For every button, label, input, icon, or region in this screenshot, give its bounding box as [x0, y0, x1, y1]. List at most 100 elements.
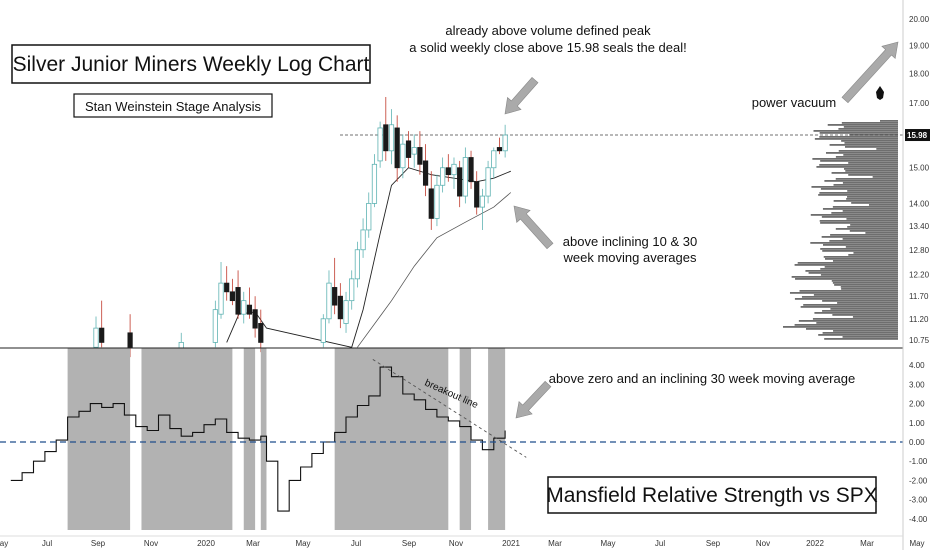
- volume-profile-bar: [819, 136, 898, 138]
- price-tick-label: 10.75: [909, 336, 930, 345]
- arrow-to-rs-line-icon: [515, 380, 552, 419]
- volume-profile-bar: [819, 192, 898, 194]
- price-candle: [93, 316, 99, 353]
- volume-profile-bar: [797, 262, 898, 264]
- price-candle: [491, 147, 497, 179]
- volume-profile-bar: [832, 314, 898, 316]
- price-candle: [411, 134, 417, 168]
- volume-profile-bar: [800, 306, 898, 308]
- volume-profile-bar: [832, 282, 898, 284]
- price-candle: [474, 171, 480, 215]
- candle-body: [422, 160, 429, 186]
- time-tick-label: May: [909, 539, 924, 548]
- price-candle: [354, 241, 360, 288]
- arrow-shape: [515, 380, 552, 419]
- volume-profile-bar: [824, 258, 898, 260]
- volume-profile-bar: [816, 322, 898, 324]
- candle-body: [434, 184, 440, 219]
- breakout-line: [372, 359, 527, 458]
- candle-body: [474, 181, 480, 208]
- price-candle: [485, 160, 491, 204]
- candle-body: [405, 140, 412, 158]
- volume-profile-bar: [820, 222, 898, 224]
- volume-profile-bar: [832, 206, 898, 208]
- volume-profile-bar: [824, 338, 898, 340]
- volume-profile-bar: [841, 288, 898, 290]
- price-tick-label: 17.00: [909, 99, 930, 108]
- time-tick-label: 2021: [502, 539, 520, 548]
- volume-profile-bar: [868, 204, 898, 206]
- price-candle: [422, 144, 429, 197]
- volume-profile-bar: [872, 176, 898, 178]
- candle-body: [383, 124, 389, 152]
- candle-body: [99, 327, 105, 343]
- volume-profile-bar: [794, 264, 898, 266]
- candle-body: [451, 163, 457, 176]
- time-tick-label: Jul: [655, 539, 665, 548]
- candle-body: [440, 167, 446, 186]
- volume-profile-bar: [845, 170, 898, 172]
- volume-profile-bar: [827, 124, 898, 126]
- annotation-ma-2: week moving averages: [563, 250, 697, 265]
- candle-body: [496, 147, 503, 152]
- volume-profile-bar: [844, 146, 898, 148]
- volume-profile-bar: [808, 272, 898, 274]
- annotation-rs-zero: above zero and an inclining 30 week movi…: [549, 371, 855, 386]
- price-tick-label: 11.70: [909, 292, 929, 301]
- candle-body: [445, 167, 451, 176]
- volume-profile-bar: [822, 208, 898, 210]
- volume-profile-bar: [838, 128, 898, 130]
- price-candle: [400, 134, 406, 179]
- volume-profile-bar: [823, 256, 898, 258]
- candle-body: [343, 300, 349, 324]
- candle-body: [491, 150, 497, 169]
- volume-profile-bar: [812, 158, 898, 160]
- price-candle: [343, 291, 349, 333]
- candle-body: [462, 157, 468, 197]
- volume-profile-bar: [880, 120, 898, 122]
- last-price-badge: 15.98: [905, 129, 930, 142]
- volume-profile-bar: [811, 186, 898, 188]
- volume-profile-bar: [835, 178, 898, 180]
- volume-profile-bar: [832, 260, 898, 262]
- volume-profile-bar: [829, 240, 898, 242]
- price-candle: [224, 266, 230, 301]
- volume-profile-bar: [846, 198, 898, 200]
- volume-profile-bar: [841, 122, 898, 124]
- rs-tick-label: 4.00: [909, 361, 925, 370]
- candle-body: [400, 143, 406, 169]
- rs-shaded-band: [459, 348, 472, 530]
- volume-profile-bar: [847, 226, 898, 228]
- candle-body: [360, 229, 366, 251]
- time-tick-label: Jul: [351, 539, 361, 548]
- candle-body: [354, 249, 360, 280]
- candle-body: [320, 318, 326, 343]
- price-tick-label: 14.00: [909, 199, 930, 208]
- time-tick-label: Mar: [860, 539, 874, 548]
- volume-profile-bar: [791, 276, 898, 278]
- price-candle: [502, 124, 508, 158]
- chart-subtitle-box: Stan Weinstein Stage Analysis: [73, 93, 273, 118]
- volume-profile-bar: [824, 266, 898, 268]
- volume-profile-bar: [876, 148, 898, 150]
- price-candle: [337, 283, 343, 329]
- volume-profile-bar: [819, 220, 898, 222]
- price-candle: [417, 131, 423, 175]
- volume-profile-bar: [820, 188, 898, 190]
- time-tick-label: 2022: [806, 539, 824, 548]
- candle-body: [428, 188, 434, 219]
- price-candle: [212, 300, 218, 348]
- ma-30-week-line: [357, 192, 512, 348]
- volume-profile-bar: [822, 250, 898, 252]
- candle-body: [224, 282, 230, 293]
- price-candle: [388, 109, 395, 165]
- chart-title: Silver Junior Miners Weekly Log Chart: [13, 53, 370, 76]
- annotation-power-vacuum: power vacuum: [752, 95, 837, 110]
- volume-profile-bar: [847, 190, 898, 192]
- volume-profile-bar: [850, 224, 898, 226]
- price-tick-label: 15.00: [909, 164, 930, 173]
- volume-profile-bar: [831, 280, 898, 282]
- price-candle: [366, 192, 372, 238]
- volume-profile-bar: [801, 296, 898, 298]
- volume-profile-bar: [824, 180, 898, 182]
